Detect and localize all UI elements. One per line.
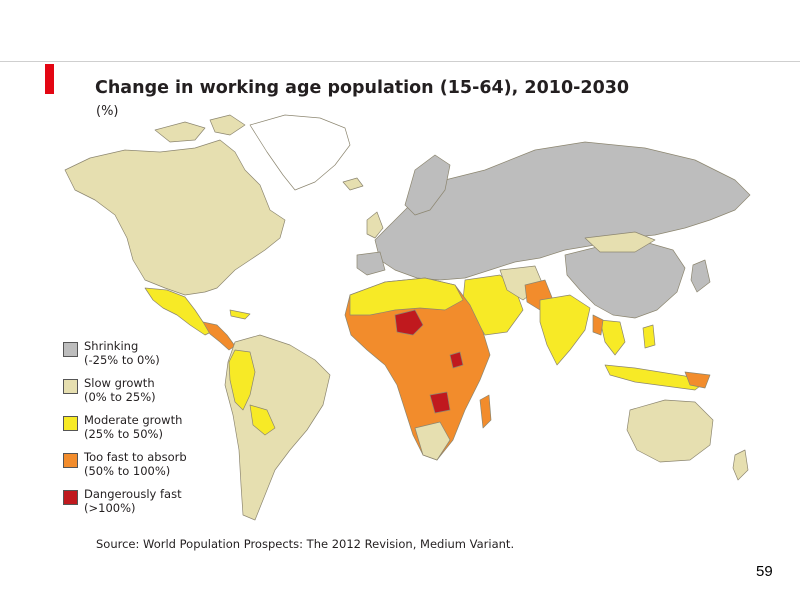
legend-range: (25% to 50%) xyxy=(84,427,163,441)
region-se-asia xyxy=(599,319,626,356)
region-new-zealand xyxy=(732,449,749,481)
legend-item-moderate-growth: Moderate growth (25% to 50%) xyxy=(63,413,233,450)
map-unit: (%) xyxy=(96,104,119,119)
legend-range: (50% to 100%) xyxy=(84,464,171,478)
legend-swatch-shrinking xyxy=(63,342,78,357)
region-southern-africa xyxy=(414,421,451,461)
legend-item-slow-growth: Slow growth (0% to 25%) xyxy=(63,376,233,413)
region-madagascar xyxy=(479,394,492,429)
map-legend: Shrinking (-25% to 0%) Slow growth (0% t… xyxy=(63,339,233,524)
region-png xyxy=(684,371,711,389)
region-niger xyxy=(394,309,424,336)
region-iberia xyxy=(356,251,386,276)
legend-swatch-dangerously-fast xyxy=(63,490,78,505)
accent-bar xyxy=(45,64,54,94)
legend-range: (>100%) xyxy=(84,501,136,515)
legend-label: Slow growth xyxy=(84,376,155,390)
region-andes xyxy=(228,349,256,411)
legend-label: Dangerously fast xyxy=(84,487,182,501)
region-iceland xyxy=(342,177,364,191)
region-philippines xyxy=(642,324,656,349)
region-japan xyxy=(690,259,711,293)
region-scandinavia xyxy=(404,154,451,216)
legend-item-dangerously-fast: Dangerously fast (>100%) xyxy=(63,487,233,524)
region-bolivia-paraguay xyxy=(249,404,276,436)
region-africa xyxy=(344,277,491,461)
map-title: Change in working age population (15-64)… xyxy=(95,78,630,98)
legend-item-too-fast: Too fast to absorb (50% to 100%) xyxy=(63,450,233,487)
region-mexico xyxy=(144,287,216,336)
world-map xyxy=(64,114,751,521)
region-myanmar-laos xyxy=(592,314,604,336)
region-uganda xyxy=(449,351,464,369)
legend-item-shrinking: Shrinking (-25% to 0%) xyxy=(63,339,233,376)
region-north-america xyxy=(64,139,286,296)
region-caribbean xyxy=(229,309,251,320)
legend-swatch-too-fast xyxy=(63,453,78,468)
region-north-africa xyxy=(349,277,464,316)
region-australia xyxy=(626,399,714,463)
legend-swatch-moderate-growth xyxy=(63,416,78,431)
region-europe-russia xyxy=(374,141,751,281)
region-greenland xyxy=(249,114,351,191)
region-india xyxy=(539,294,591,366)
page-number: 59 xyxy=(756,563,773,580)
legend-range: (0% to 25%) xyxy=(84,390,156,404)
region-uk xyxy=(366,211,384,239)
legend-swatch-slow-growth xyxy=(63,379,78,394)
legend-label: Shrinking xyxy=(84,339,139,353)
region-central-america xyxy=(202,321,236,351)
source-note: Source: World Population Prospects: The … xyxy=(96,537,515,551)
legend-range: (-25% to 0%) xyxy=(84,353,160,367)
region-mongolia xyxy=(584,231,656,253)
region-arctic-islands xyxy=(154,114,246,143)
slide-divider xyxy=(0,61,800,62)
region-zambia xyxy=(429,391,451,414)
legend-label: Moderate growth xyxy=(84,413,183,427)
legend-label: Too fast to absorb xyxy=(84,450,187,464)
